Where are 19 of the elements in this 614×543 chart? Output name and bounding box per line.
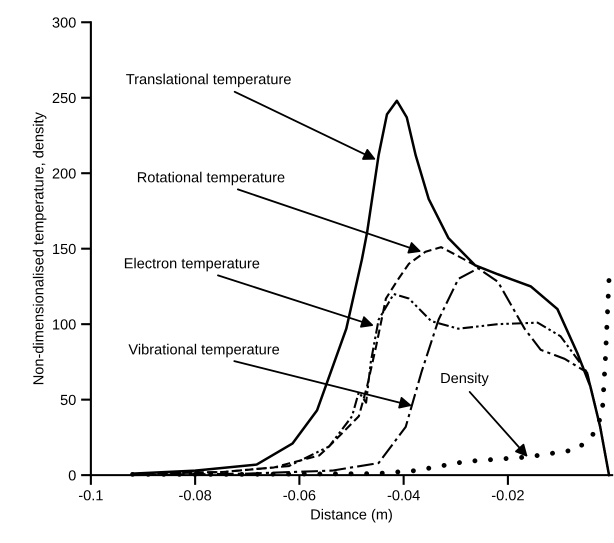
x-axis-title: Distance (m) (311, 508, 392, 522)
y-tick-label: 150 (53, 244, 76, 254)
y-tick-label: 0 (68, 470, 76, 481)
y-tick-label: 250 (52, 92, 76, 104)
x-tick-label: -0.02 (492, 490, 524, 500)
x-tick-label: -0.08 (179, 490, 212, 500)
x-tick-label: -0.04 (388, 490, 420, 500)
annotation: Translational temperature (126, 74, 291, 88)
annotation: Density (441, 372, 489, 386)
annotation: Electron temperature (124, 258, 260, 272)
annotation: Vibrational temperature (128, 344, 280, 358)
y-tick-label: 50 (60, 394, 76, 406)
y-tick-label: 100 (53, 319, 76, 330)
y-axis-title: Non-dimensionalised temperature, density (32, 112, 46, 384)
y-tick-label: 300 (52, 17, 76, 28)
x-tick-label: -0.06 (283, 490, 316, 500)
y-tick-label: 200 (52, 168, 76, 179)
annotation: Rotational temperature (138, 172, 284, 186)
x-tick-label: -0.1 (78, 490, 103, 500)
